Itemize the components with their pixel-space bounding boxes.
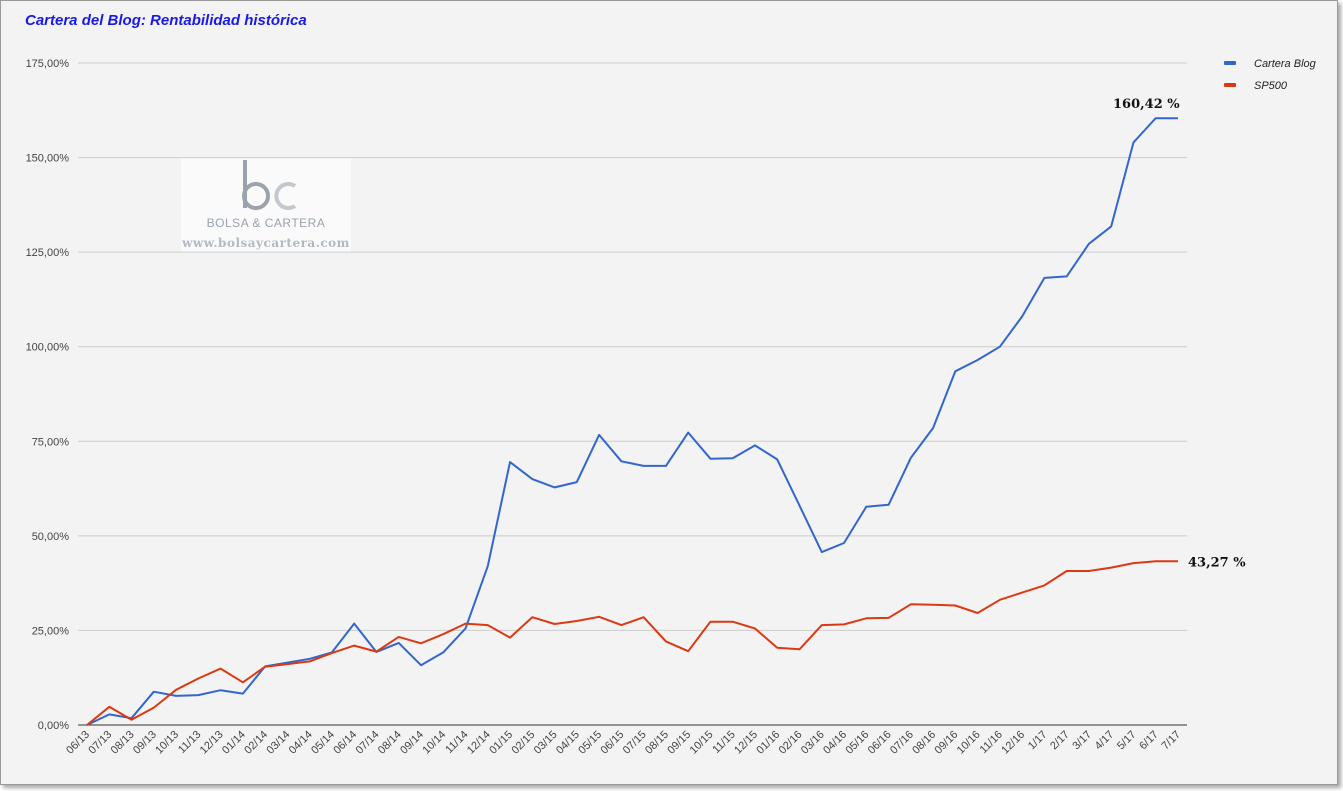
- x-tick-label: 08/15: [643, 729, 671, 757]
- x-tick-label: 10/15: [688, 729, 716, 757]
- x-tick-label: 10/13: [153, 729, 181, 757]
- x-tick-label: 12/14: [465, 729, 493, 757]
- series-line-cartera-blog: [86, 117, 1178, 726]
- x-tick-label: 09/15: [665, 729, 693, 757]
- x-tick-label: 11/15: [710, 729, 737, 756]
- series-lines: [86, 117, 1178, 726]
- x-tick-label: 03/15: [532, 729, 560, 757]
- x-tick-label: 11/16: [978, 729, 1005, 756]
- grid-lines: [78, 62, 1187, 726]
- x-tick-label: 10/14: [420, 729, 448, 757]
- x-tick-label: 4/17: [1093, 729, 1117, 753]
- watermark: BOLSA & CARTERA www.bolsaycartera.com: [181, 158, 351, 253]
- legend-label: Cartera Blog: [1254, 58, 1317, 70]
- x-tick-label: 02/15: [509, 729, 537, 757]
- x-tick-label: 07/13: [86, 729, 114, 757]
- x-tick-label: 08/13: [109, 729, 137, 757]
- x-tick-label: 09/13: [131, 729, 159, 757]
- x-tick-label: 09/16: [933, 729, 961, 757]
- x-tick-label: 10/16: [955, 729, 983, 757]
- end-value-label: 43,27 %: [1188, 555, 1246, 570]
- x-tick-label: 12/13: [198, 729, 226, 757]
- x-tick-label: 01/15: [487, 729, 515, 757]
- x-tick-label: 03/16: [799, 729, 827, 757]
- x-tick-label: 3/17: [1070, 729, 1094, 753]
- y-tick-label: 175,00%: [26, 58, 70, 70]
- x-tick-label: 02/16: [777, 729, 805, 757]
- x-tick-label: 5/17: [1115, 729, 1139, 753]
- series-line-sp500: [86, 560, 1178, 726]
- x-tick-label: 01/16: [754, 729, 782, 757]
- y-tick-label: 100,00%: [26, 342, 70, 354]
- end-value-label: 160,42 %: [1113, 97, 1180, 112]
- x-tick-label: 04/16: [821, 729, 849, 757]
- y-axis-ticks: 0,00% 25,00% 50,00% 75,00% 100,00% 125,00% 150…: [26, 58, 70, 732]
- x-tick-label: 08/16: [910, 729, 938, 757]
- x-tick-label: 06/16: [866, 729, 894, 757]
- x-tick-label: 07/15: [621, 729, 649, 757]
- x-tick-label: 6/17: [1137, 729, 1161, 753]
- x-tick-label: 12/16: [999, 729, 1027, 757]
- x-tick-label: 06/15: [599, 729, 627, 757]
- bc-logo-icon: [242, 160, 297, 210]
- x-tick-label: 04/14: [287, 729, 315, 757]
- x-tick-label: 05/14: [309, 729, 337, 757]
- x-tick-label: 02/14: [242, 729, 270, 757]
- x-tick-label: 05/15: [576, 729, 604, 757]
- y-tick-label: 75,00%: [32, 436, 70, 448]
- x-tick-label: 7/17: [1159, 729, 1183, 753]
- x-axis-ticks: 06/1307/1308/1309/1310/1311/1312/1301/14…: [64, 729, 1183, 757]
- x-tick-label: 11/14: [443, 729, 470, 756]
- y-tick-label: 150,00%: [26, 153, 70, 165]
- x-tick-label: 07/16: [888, 729, 916, 757]
- x-tick-label: 01/14: [220, 729, 248, 757]
- legend-swatch: [1224, 61, 1236, 65]
- chart-title: Cartera del Blog: Rentabilidad histórica: [25, 12, 307, 29]
- x-tick-label: 06/14: [331, 729, 359, 757]
- x-tick-label: 07/14: [354, 729, 382, 757]
- x-tick-label: 06/13: [64, 729, 92, 757]
- y-tick-label: 50,00%: [32, 531, 70, 543]
- legend-swatch: [1224, 83, 1236, 87]
- end-labels: 160,42 % 43,27 %: [1113, 97, 1246, 570]
- x-tick-label: 11/13: [176, 729, 203, 756]
- legend: Cartera Blog SP500: [1224, 58, 1317, 92]
- x-tick-label: 2/17: [1048, 729, 1072, 753]
- x-tick-label: 09/14: [398, 729, 426, 757]
- x-tick-label: 1/17: [1026, 729, 1050, 753]
- x-tick-label: 05/16: [843, 729, 871, 757]
- x-tick-label: 03/14: [265, 729, 293, 757]
- watermark-name: BOLSA & CARTERA: [206, 216, 326, 230]
- x-tick-label: 12/15: [732, 729, 760, 757]
- y-tick-label: 125,00%: [26, 247, 70, 259]
- x-tick-label: 08/14: [376, 729, 404, 757]
- x-tick-label: 04/15: [554, 729, 582, 757]
- y-tick-label: 0,00%: [38, 720, 69, 732]
- watermark-url: www.bolsaycartera.com: [182, 236, 350, 250]
- legend-label: SP500: [1254, 80, 1288, 92]
- y-tick-label: 25,00%: [32, 625, 70, 637]
